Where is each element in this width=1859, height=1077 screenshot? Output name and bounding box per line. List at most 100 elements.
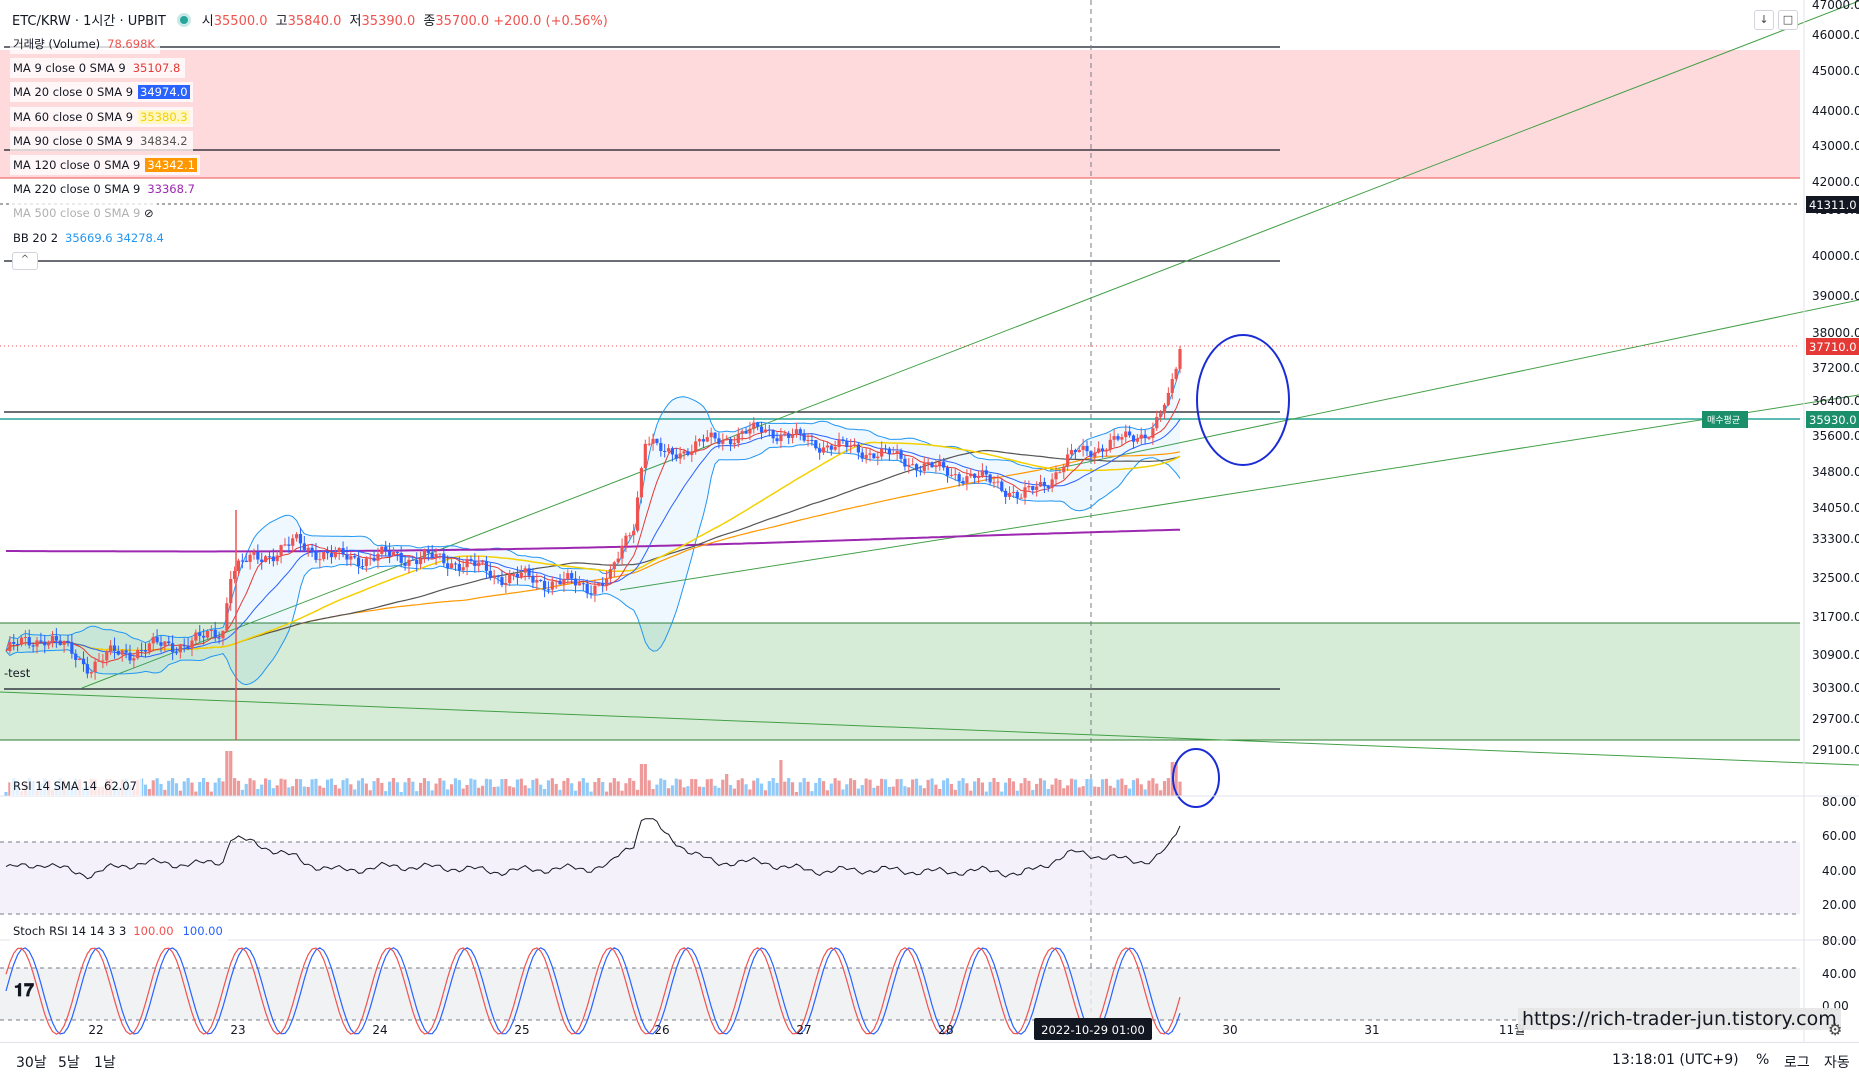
volume-bar (558, 789, 562, 796)
volume-bar (856, 788, 861, 796)
legend-row[interactable]: 거래량 (Volume) 78.698K (10, 34, 160, 54)
candle (384, 546, 388, 551)
candle (558, 580, 562, 585)
test-label: -test (4, 666, 31, 680)
volume-bar (922, 788, 926, 796)
candle (500, 577, 504, 586)
legend-row[interactable]: MA 120 close 0 SMA 9 34342.1 (10, 155, 200, 175)
candle (616, 558, 620, 563)
candle (109, 645, 113, 652)
legend-row[interactable]: MA 20 close 0 SMA 9 34974.0 (10, 82, 193, 103)
legend-row[interactable]: MA 220 close 0 SMA 9 33368.7 (10, 179, 200, 200)
volume-bar (163, 789, 167, 796)
volume-bar (422, 778, 427, 796)
price-tick: 31700.0 (1812, 610, 1859, 624)
candle (306, 547, 310, 550)
volume-bar (477, 787, 481, 796)
candle (674, 454, 678, 459)
candle (682, 451, 686, 454)
candle (670, 448, 675, 455)
candle (318, 559, 322, 561)
candle (12, 642, 16, 644)
candle (426, 550, 430, 553)
legend-row[interactable]: MA 500 close 0 SMA 9 ⊘ (10, 203, 157, 224)
range-30d-button[interactable]: 30날 (16, 1055, 47, 1071)
percent-scale-button[interactable]: % (1756, 1052, 1770, 1068)
volume-bar (914, 778, 919, 796)
range-1d-button[interactable]: 1날 (94, 1055, 116, 1071)
volume-bar (868, 779, 872, 796)
volume-bar (380, 782, 384, 796)
candle (1100, 448, 1105, 452)
volume-bar (697, 786, 702, 796)
ma220-line (6, 528, 1181, 553)
legend-row[interactable]: MA 9 close 0 SMA 9 35107.8 (10, 58, 186, 79)
range-5d-button[interactable]: 5날 (58, 1055, 80, 1071)
log-scale-button[interactable]: 로그 (1784, 1055, 1810, 1071)
volume-bar (554, 783, 558, 796)
gear-icon[interactable]: ⚙ (1828, 1020, 1843, 1039)
candle (802, 433, 806, 441)
candle (690, 451, 694, 456)
candle (523, 568, 527, 573)
candle (821, 447, 826, 453)
maximize-icon[interactable]: □ (1778, 10, 1798, 30)
tradingview-logo-icon[interactable]: 𝟏𝟕 (14, 980, 35, 1001)
candle (511, 573, 516, 575)
candle (903, 458, 907, 467)
collapse-legend-button[interactable]: ^ (12, 252, 38, 270)
symbol-title[interactable]: ETC/KRW · 1시간 · UPBIT (12, 14, 166, 29)
volume-bar (221, 781, 225, 796)
candle (395, 552, 399, 554)
volume-bar (949, 783, 953, 796)
time-tick: 23 (230, 1023, 245, 1037)
candle (325, 551, 330, 554)
candle (47, 641, 51, 646)
candle (136, 649, 140, 659)
legend-value: 78.698K (107, 37, 155, 51)
legend-value: 33368.7 (147, 182, 195, 197)
rsi-band (0, 842, 1800, 914)
volume-bar (945, 778, 950, 796)
volume-bar (345, 778, 349, 796)
candle (562, 579, 566, 585)
volume-bar (372, 781, 376, 796)
candle (1155, 416, 1159, 429)
candle (403, 562, 407, 566)
volume-bar (434, 783, 438, 796)
candle (480, 561, 485, 563)
legend-label: 거래량 (Volume) (13, 37, 101, 51)
volume-bar (953, 789, 957, 796)
volume-bar (368, 790, 372, 796)
volume-bar (167, 780, 171, 796)
high-value: 35840.0 (287, 14, 342, 29)
legend-row[interactable]: BB 20 2 35669.6 34278.4 (10, 227, 169, 248)
candle (717, 438, 721, 444)
scroll-down-icon[interactable]: ↓ (1754, 10, 1774, 30)
time-tick: 22 (88, 1023, 103, 1037)
candle (446, 563, 450, 569)
candle (612, 562, 616, 570)
candle (1178, 349, 1182, 369)
auto-scale-button[interactable]: 자동 (1824, 1055, 1850, 1071)
candle (341, 548, 345, 555)
candle (969, 473, 973, 477)
candle (58, 640, 62, 645)
legend-row[interactable]: MA 90 close 0 SMA 9 34834.2 (10, 130, 193, 151)
volume-bar (721, 779, 725, 796)
watermark-url: https://rich-trader-jun.tistory.com (1518, 1008, 1841, 1030)
candle (810, 440, 814, 442)
hidden-eye-icon[interactable]: ⊘ (140, 206, 154, 221)
volume-bar (438, 778, 442, 796)
volume-bar (349, 784, 353, 796)
volume-bar (252, 780, 256, 796)
volume-bar (240, 789, 244, 796)
candle (1174, 368, 1178, 380)
candle (174, 652, 179, 654)
candle (1054, 472, 1058, 480)
candle (465, 559, 469, 568)
candle (1139, 434, 1143, 439)
legend-row[interactable]: MA 60 close 0 SMA 9 35380.3 (10, 106, 193, 127)
volume-bar (674, 778, 678, 796)
